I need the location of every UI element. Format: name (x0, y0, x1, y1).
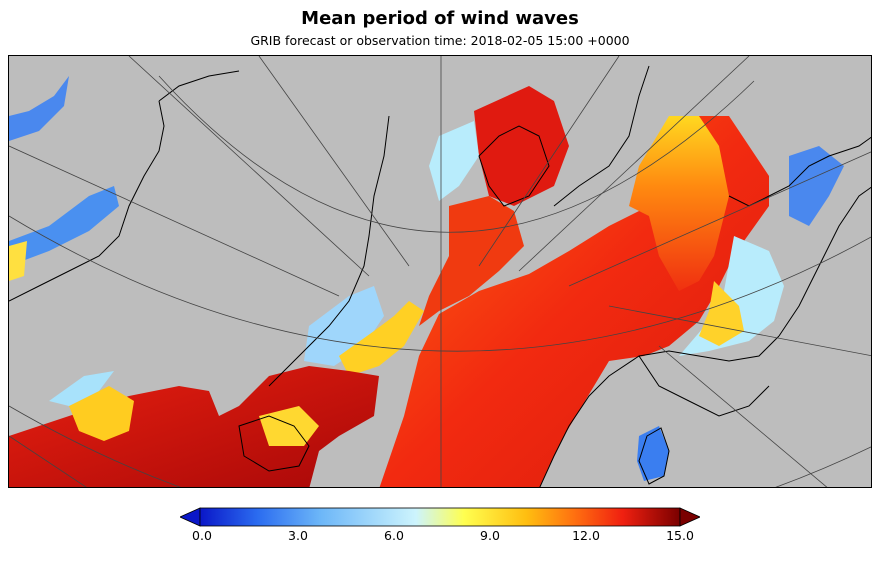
coastlines (9, 65, 871, 487)
svalbard-field (474, 86, 569, 206)
south-iceland-yellow (259, 406, 319, 446)
colorbar-tick-0: 0.0 (192, 528, 212, 543)
barents-sea-field (629, 116, 729, 291)
colorbar-tick-3: 3.0 (288, 528, 308, 543)
greenland-west-yellow (9, 241, 27, 281)
greenland-west-blue (9, 186, 119, 266)
iceland-yellow-field (339, 301, 424, 376)
southwest-atlantic-field (9, 366, 379, 487)
map-canvas (9, 56, 871, 487)
canada-blue (9, 76, 69, 141)
caspian-blue (637, 426, 669, 481)
colorbar-tick-9: 9.0 (480, 528, 500, 543)
wave-period-map (8, 55, 872, 488)
colorbar-max-arrow (679, 507, 700, 527)
colorbar-min-arrow (180, 507, 201, 527)
colorbar-tick-6: 6.0 (384, 528, 404, 543)
colorbar-tick-12: 12.0 (572, 528, 600, 543)
colorbar (180, 507, 700, 527)
labrador-yellow-field (69, 386, 134, 441)
labrador-light-field (49, 371, 114, 406)
russia-blue (789, 146, 844, 226)
map-subtitle: GRIB forecast or observation time: 2018-… (250, 33, 630, 48)
map-title: Mean period of wind waves (301, 8, 579, 29)
colorbar-tick-15: 15.0 (666, 528, 694, 543)
greenland-sea-light (429, 121, 479, 201)
graticule (9, 56, 871, 487)
colorbar-ramp (199, 507, 681, 527)
